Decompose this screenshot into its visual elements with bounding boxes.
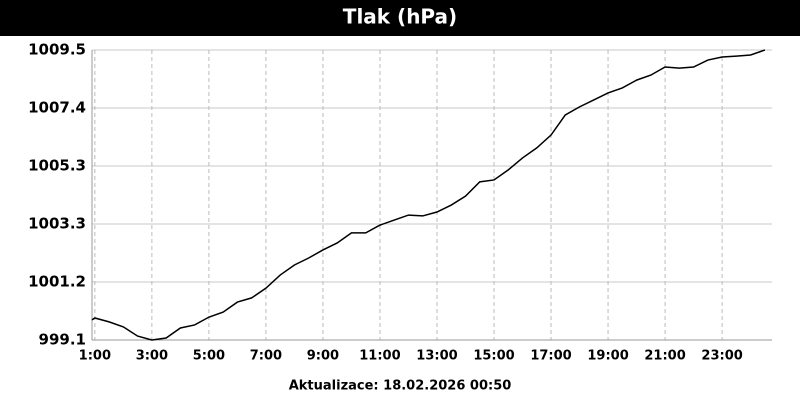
x-tick-label: 1:00	[79, 349, 111, 364]
chart-title: Tlak (hPa)	[343, 5, 457, 29]
title-bar	[0, 0, 800, 36]
x-tick-label: 19:00	[587, 349, 628, 364]
x-tick-label: 15:00	[473, 349, 514, 364]
x-tick-label: 7:00	[250, 349, 282, 364]
x-tick-label: 5:00	[193, 349, 225, 364]
data-line	[91, 49, 766, 341]
y-tick-label: 1009.5	[28, 41, 86, 59]
x-tick-label: 21:00	[644, 349, 685, 364]
y-tick-label: 1005.3	[28, 157, 86, 175]
x-tick-label: 11:00	[359, 349, 400, 364]
y-tick-label: 1003.3	[28, 215, 86, 233]
x-tick-label: 17:00	[530, 349, 571, 364]
footer: Aktualizace: 18.02.2026 00:50	[289, 379, 512, 394]
y-tick-label: 1007.4	[28, 99, 86, 117]
x-tick-label: 13:00	[416, 349, 457, 364]
x-tick-label: 3:00	[136, 349, 168, 364]
x-tick-label: 23:00	[701, 349, 742, 364]
y-tick-label: 1001.2	[28, 273, 86, 291]
y-tick-label: 999.1	[39, 331, 86, 349]
x-tick-label: 9:00	[307, 349, 339, 364]
